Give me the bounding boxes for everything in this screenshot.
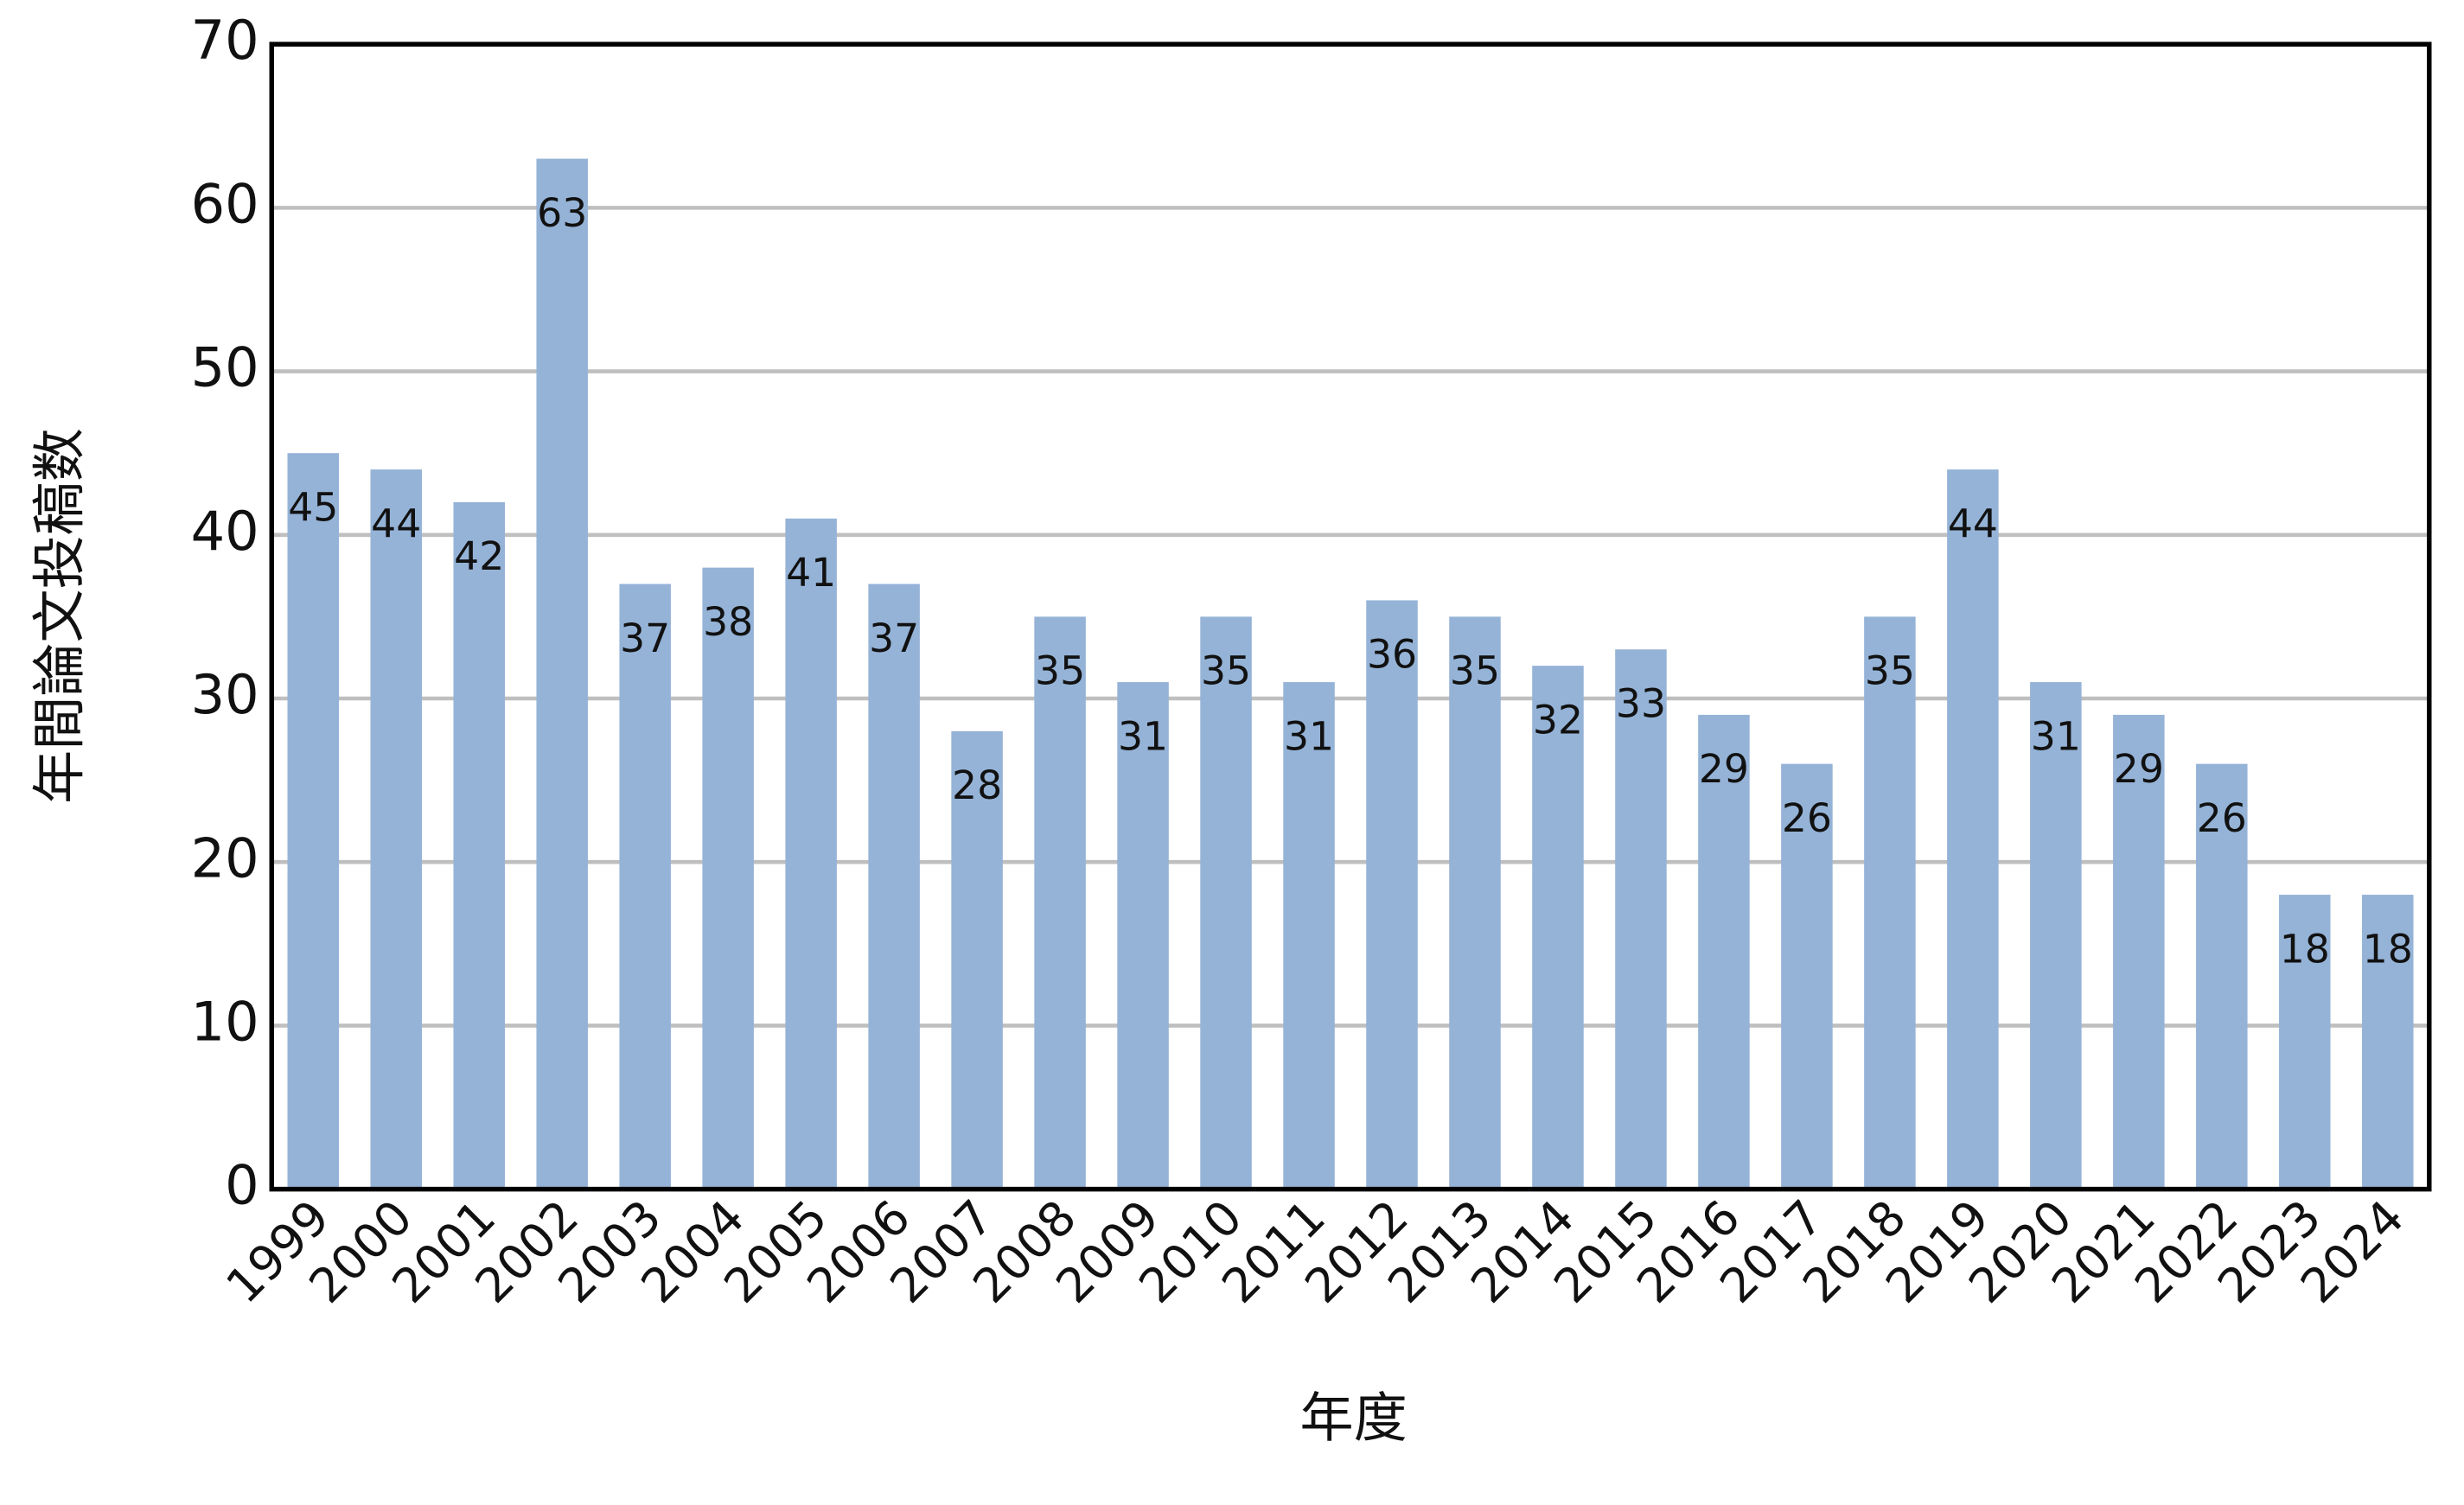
data-label: 33 <box>1616 680 1666 726</box>
bar <box>370 469 422 1189</box>
data-label: 31 <box>1118 713 1168 759</box>
data-label: 42 <box>454 533 504 579</box>
x-axis-label: 年度 <box>1300 1386 1408 1449</box>
data-label: 18 <box>2363 926 2413 972</box>
bar <box>1698 714 1750 1189</box>
data-label: 35 <box>1035 648 1085 694</box>
data-label: 29 <box>2114 746 2164 792</box>
y-tick-label: 30 <box>191 663 259 726</box>
bar <box>785 518 837 1189</box>
y-tick-label: 70 <box>191 9 259 72</box>
bar <box>1117 682 1169 1189</box>
bar <box>287 453 340 1189</box>
data-label: 35 <box>1450 648 1500 694</box>
bar <box>1947 469 1999 1189</box>
bar <box>1615 649 1667 1189</box>
plot-frame <box>269 41 2432 1192</box>
bar <box>2113 714 2165 1189</box>
data-label: 44 <box>371 501 421 546</box>
bar <box>1781 763 1833 1189</box>
bar <box>868 584 920 1189</box>
bar <box>1449 616 1501 1189</box>
data-label: 18 <box>2280 926 2330 972</box>
data-label: 63 <box>537 190 587 236</box>
y-tick-label: 60 <box>191 172 259 235</box>
bar <box>2030 682 2082 1189</box>
data-label: 35 <box>1201 648 1251 694</box>
data-label: 45 <box>288 484 338 530</box>
data-label: 37 <box>620 615 670 661</box>
data-label: 28 <box>952 762 1002 808</box>
bar <box>702 567 754 1189</box>
data-label: 41 <box>786 550 836 596</box>
y-tick-label: 0 <box>225 1154 259 1217</box>
y-tick-label: 20 <box>191 826 259 890</box>
bar <box>1034 616 1086 1189</box>
bar <box>453 501 505 1189</box>
data-label: 37 <box>869 615 919 661</box>
y-axis-label: 年間論文投稿数 <box>28 428 91 804</box>
bar <box>1283 682 1335 1189</box>
data-label: 31 <box>2031 713 2081 759</box>
data-label: 36 <box>1367 632 1417 678</box>
bar <box>1532 666 1584 1189</box>
bar <box>1864 616 1916 1189</box>
y-tick-label: 10 <box>191 991 259 1054</box>
data-label: 29 <box>1699 746 1749 792</box>
data-label: 31 <box>1284 713 1334 759</box>
y-tick-label: 40 <box>191 500 259 563</box>
bar <box>951 730 1003 1189</box>
bar <box>1366 600 1418 1189</box>
bar <box>2362 895 2414 1189</box>
data-label: 26 <box>2197 795 2247 841</box>
bar <box>619 584 671 1189</box>
data-label: 44 <box>1948 501 1998 546</box>
data-label: 26 <box>1782 795 1832 841</box>
bar <box>536 158 588 1189</box>
bar <box>1200 616 1252 1189</box>
y-tick-label: 50 <box>191 336 259 399</box>
bar <box>2279 895 2331 1189</box>
data-label: 38 <box>703 599 753 645</box>
bar <box>2196 763 2248 1189</box>
data-label: 32 <box>1533 697 1583 743</box>
data-label: 35 <box>1865 648 1915 694</box>
